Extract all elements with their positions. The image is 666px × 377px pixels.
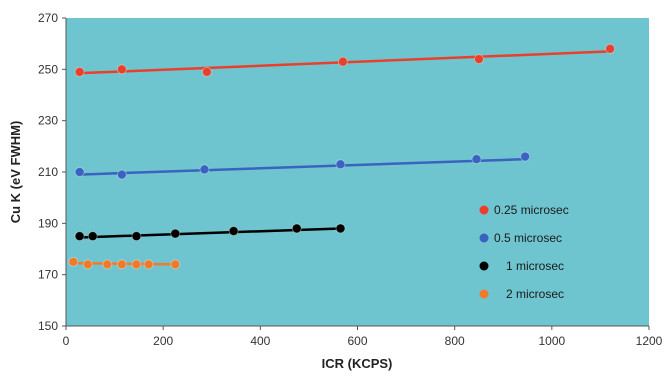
- fit-line-series-1: [78, 157, 527, 176]
- x-tick-label: 400: [250, 334, 270, 348]
- y-tick-label: 150: [38, 319, 58, 333]
- data-point: [335, 223, 346, 234]
- data-point: [74, 231, 85, 242]
- data-point: [143, 259, 154, 270]
- legend-marker: [479, 289, 489, 299]
- x-tick-label: 800: [445, 334, 465, 348]
- x-axis-title: ICR (KCPS): [322, 356, 393, 371]
- data-point: [68, 256, 79, 267]
- legend-label: 0.5 microsec: [494, 231, 562, 245]
- legend-marker: [479, 205, 489, 215]
- data-point: [102, 259, 113, 270]
- data-point: [337, 56, 348, 67]
- data-point: [520, 151, 531, 162]
- legend-label: 0.25 microsec: [494, 203, 569, 217]
- x-tick-label: 0: [63, 334, 70, 348]
- x-tick-label: 1200: [636, 334, 663, 348]
- legend: 0.25 microsec 0.5 microsec 1 microsec 2 mic…: [479, 203, 569, 301]
- y-tick-label: 190: [38, 216, 58, 230]
- data-point: [199, 164, 210, 175]
- legend-marker: [479, 261, 489, 271]
- data-point: [201, 66, 212, 77]
- data-point: [131, 231, 142, 242]
- data-point: [82, 259, 93, 270]
- y-tick-label: 210: [38, 165, 58, 179]
- data-point: [605, 43, 616, 54]
- y-tick-labels: 150 170 190 210 230 250 270: [38, 11, 66, 333]
- y-axis-title: Cu K (eV FWHM): [8, 121, 23, 224]
- data-point: [116, 64, 127, 75]
- x-tick-label: 200: [153, 334, 173, 348]
- y-tick-label: 170: [38, 268, 58, 282]
- data-point: [228, 226, 239, 237]
- data-point: [74, 66, 85, 77]
- legend-marker: [479, 233, 489, 243]
- data-point: [335, 159, 346, 170]
- y-tick-label: 270: [38, 11, 58, 25]
- y-tick-label: 250: [38, 62, 58, 76]
- data-point: [170, 228, 181, 239]
- legend-label: 1 microsec: [506, 259, 564, 273]
- data-point: [471, 154, 482, 165]
- data-point: [116, 259, 127, 270]
- data-point: [170, 259, 181, 270]
- data-points: [68, 43, 616, 270]
- data-point: [87, 231, 98, 242]
- x-tick-label: 600: [347, 334, 367, 348]
- y-tick-label: 230: [38, 114, 58, 128]
- data-point: [116, 169, 127, 180]
- data-point: [74, 167, 85, 177]
- data-point: [291, 223, 302, 234]
- legend-label: 2 microsec: [506, 287, 564, 301]
- x-tick-label: 1000: [538, 334, 565, 348]
- data-point: [131, 259, 142, 270]
- data-point: [473, 54, 484, 65]
- x-tick-labels: 0 200 400 600 800 1000 1200: [63, 326, 663, 348]
